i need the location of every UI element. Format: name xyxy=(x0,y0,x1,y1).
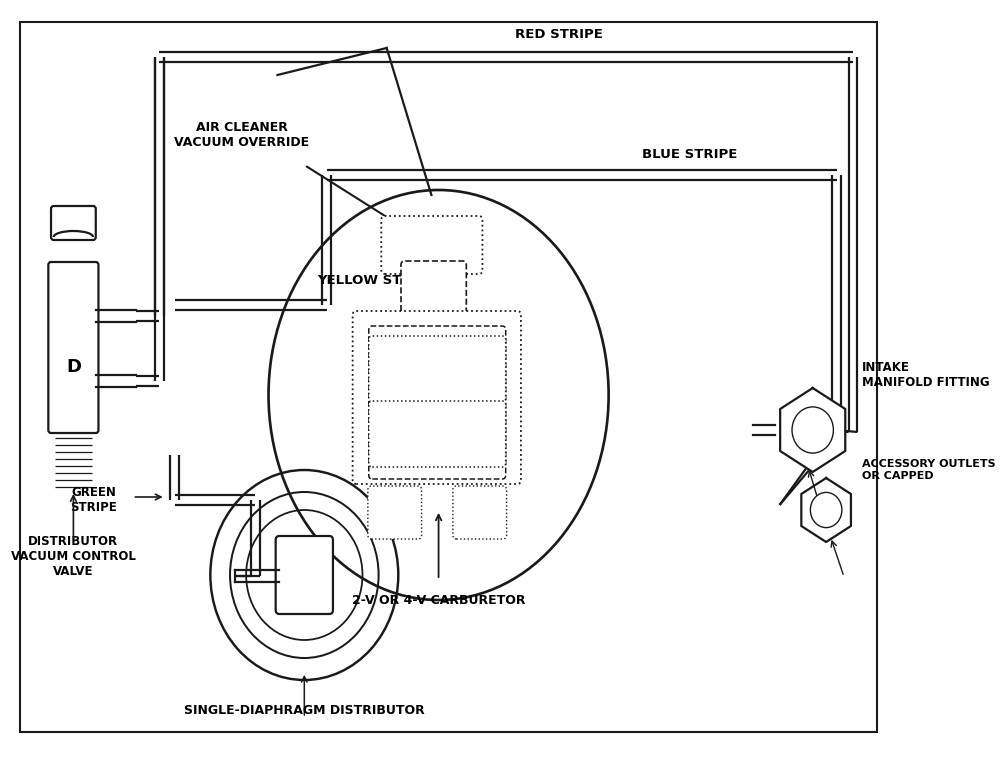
Polygon shape xyxy=(780,388,845,472)
Text: DISTRIBUTOR
VACUUM CONTROL
VALVE: DISTRIBUTOR VACUUM CONTROL VALVE xyxy=(11,535,136,578)
FancyBboxPatch shape xyxy=(51,206,96,240)
Text: YELLOW STRIPE: YELLOW STRIPE xyxy=(317,274,435,287)
FancyBboxPatch shape xyxy=(369,401,506,467)
Text: BLUE STRIPE: BLUE STRIPE xyxy=(642,149,737,161)
FancyBboxPatch shape xyxy=(369,336,506,402)
Circle shape xyxy=(810,492,842,528)
Text: RED STRIPE: RED STRIPE xyxy=(515,29,603,42)
Text: ACCESSORY OUTLETS
OR CAPPED: ACCESSORY OUTLETS OR CAPPED xyxy=(862,460,996,480)
Text: D: D xyxy=(66,359,81,377)
FancyBboxPatch shape xyxy=(353,311,521,484)
Polygon shape xyxy=(801,478,851,542)
FancyBboxPatch shape xyxy=(369,326,506,479)
Text: 2-V OR 4-V CARBURETOR: 2-V OR 4-V CARBURETOR xyxy=(352,594,525,607)
Text: AIR CLEANER
VACUUM OVERRIDE: AIR CLEANER VACUUM OVERRIDE xyxy=(174,121,309,149)
Text: GREEN
STRIPE: GREEN STRIPE xyxy=(71,486,117,514)
FancyBboxPatch shape xyxy=(401,261,466,324)
FancyBboxPatch shape xyxy=(368,486,422,539)
Circle shape xyxy=(792,407,833,453)
Text: SINGLE-DIAPHRAGM DISTRIBUTOR: SINGLE-DIAPHRAGM DISTRIBUTOR xyxy=(184,704,425,717)
Text: INTAKE
MANIFOLD FITTING: INTAKE MANIFOLD FITTING xyxy=(862,361,990,389)
FancyBboxPatch shape xyxy=(48,262,98,433)
FancyBboxPatch shape xyxy=(453,486,507,539)
FancyBboxPatch shape xyxy=(276,536,333,614)
FancyBboxPatch shape xyxy=(381,216,482,274)
